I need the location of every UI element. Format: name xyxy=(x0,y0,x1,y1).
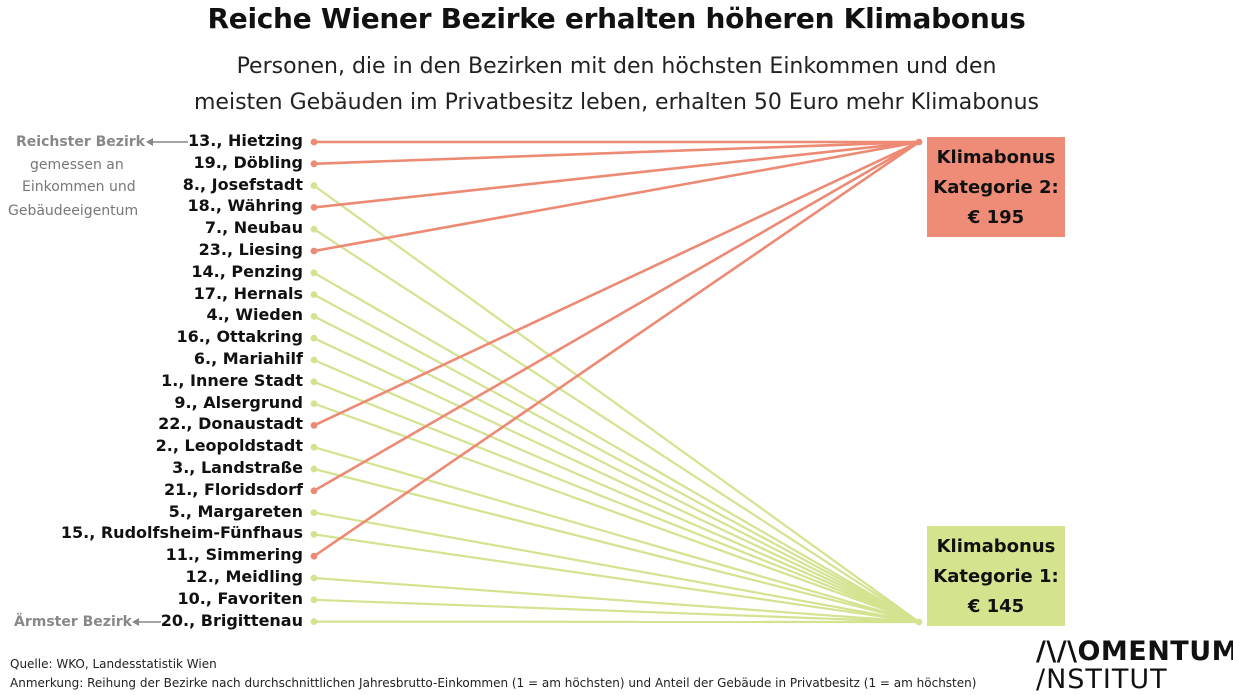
district-label: 7., Neubau xyxy=(205,218,303,238)
connection-line xyxy=(314,142,919,491)
district-label: 1., Innere Stadt xyxy=(161,371,303,391)
category-1-endpoint-dot xyxy=(916,619,923,626)
district-label: 17., Hernals xyxy=(194,284,303,304)
richest-note-line-3: Gebäudeeigentum xyxy=(8,200,138,222)
district-dot xyxy=(311,248,318,255)
district-label: 18., Währing xyxy=(188,196,303,216)
momentum-logo-line-2: /NSTITUT xyxy=(1036,664,1168,695)
connection-line xyxy=(314,142,919,556)
district-dot xyxy=(311,204,318,211)
richest-note-line-1: gemessen an xyxy=(30,154,124,176)
district-dot xyxy=(311,422,318,429)
district-label: 22., Donaustadt xyxy=(158,414,303,434)
district-dot xyxy=(311,466,318,473)
richest-arrow-icon xyxy=(146,138,153,146)
district-label: 14., Penzing xyxy=(191,262,303,282)
richest-district-annotation: Reichster Bezirk xyxy=(16,131,145,153)
district-dot xyxy=(311,596,318,603)
district-dot xyxy=(311,182,318,189)
district-label: 4., Wieden xyxy=(206,305,303,325)
category-2-box: Klimabonus Kategorie 2: € 195 xyxy=(927,137,1065,237)
richest-note-line-2: Einkommen und xyxy=(22,176,136,198)
category-2-subtitle: Kategorie 2: xyxy=(927,173,1065,203)
district-dot xyxy=(311,313,318,320)
district-dot xyxy=(311,531,318,538)
category-2-endpoint-dot xyxy=(916,139,923,146)
connection-line xyxy=(314,382,919,622)
district-label: 6., Mariahilf xyxy=(194,349,303,369)
district-label: 10., Favoriten xyxy=(178,589,303,609)
connection-line xyxy=(314,404,919,622)
footer-source: Quelle: WKO, Landesstatistik Wien xyxy=(10,657,217,671)
district-label: 9., Alsergrund xyxy=(174,393,303,413)
connection-line xyxy=(314,186,919,622)
connection-line xyxy=(314,316,919,622)
district-label: 8., Josefstadt xyxy=(183,175,303,195)
district-label: 20., Brigittenau xyxy=(161,611,303,631)
district-label: 13., Hietzing xyxy=(188,131,303,151)
district-label: 2., Leopoldstadt xyxy=(156,436,303,456)
district-dot xyxy=(311,269,318,276)
district-dot xyxy=(311,487,318,494)
category-2-amount: € 195 xyxy=(927,203,1065,233)
district-dot xyxy=(311,444,318,451)
category-1-subtitle: Kategorie 1: xyxy=(927,562,1065,592)
connection-line xyxy=(314,142,919,425)
category-1-title: Klimabonus xyxy=(927,532,1065,562)
connection-line xyxy=(314,273,919,622)
connection-line xyxy=(314,534,919,622)
district-label: 21., Floridsdorf xyxy=(164,480,303,500)
poorest-district-annotation: Ärmster Bezirk xyxy=(14,611,132,633)
district-label: 23., Liesing xyxy=(199,240,303,260)
poorest-arrow-icon xyxy=(132,618,139,626)
district-dot xyxy=(311,357,318,364)
district-dot xyxy=(311,400,318,407)
connection-line xyxy=(314,513,919,622)
district-dot xyxy=(311,378,318,385)
connection-line xyxy=(314,229,919,622)
category-1-amount: € 145 xyxy=(927,592,1065,622)
district-label: 11., Simmering xyxy=(166,545,303,565)
connection-line xyxy=(314,600,919,622)
district-label: 3., Landstraße xyxy=(172,458,303,478)
district-dot xyxy=(311,226,318,233)
district-dot xyxy=(311,139,318,146)
connection-line xyxy=(314,295,919,622)
connection-line xyxy=(314,338,919,622)
category-1-box: Klimabonus Kategorie 1: € 145 xyxy=(927,526,1065,626)
district-label: 16., Ottakring xyxy=(176,327,303,347)
district-dot xyxy=(311,618,318,625)
district-dot xyxy=(311,335,318,342)
district-dot xyxy=(311,509,318,516)
category-2-title: Klimabonus xyxy=(927,143,1065,173)
district-label: 15., Rudolfsheim-Fünfhaus xyxy=(61,523,303,543)
district-dot xyxy=(311,575,318,582)
district-label: 12., Meidling xyxy=(185,567,303,587)
footer-note: Anmerkung: Reihung der Bezirke nach durc… xyxy=(10,676,976,690)
district-dot xyxy=(311,160,318,167)
momentum-logo-line-1: /\/\OMENTUM xyxy=(1036,636,1233,667)
district-dot xyxy=(311,553,318,560)
district-label: 5., Margareten xyxy=(169,502,303,522)
district-label: 19., Döbling xyxy=(193,153,303,173)
district-dot xyxy=(311,291,318,298)
connection-line xyxy=(314,447,919,622)
